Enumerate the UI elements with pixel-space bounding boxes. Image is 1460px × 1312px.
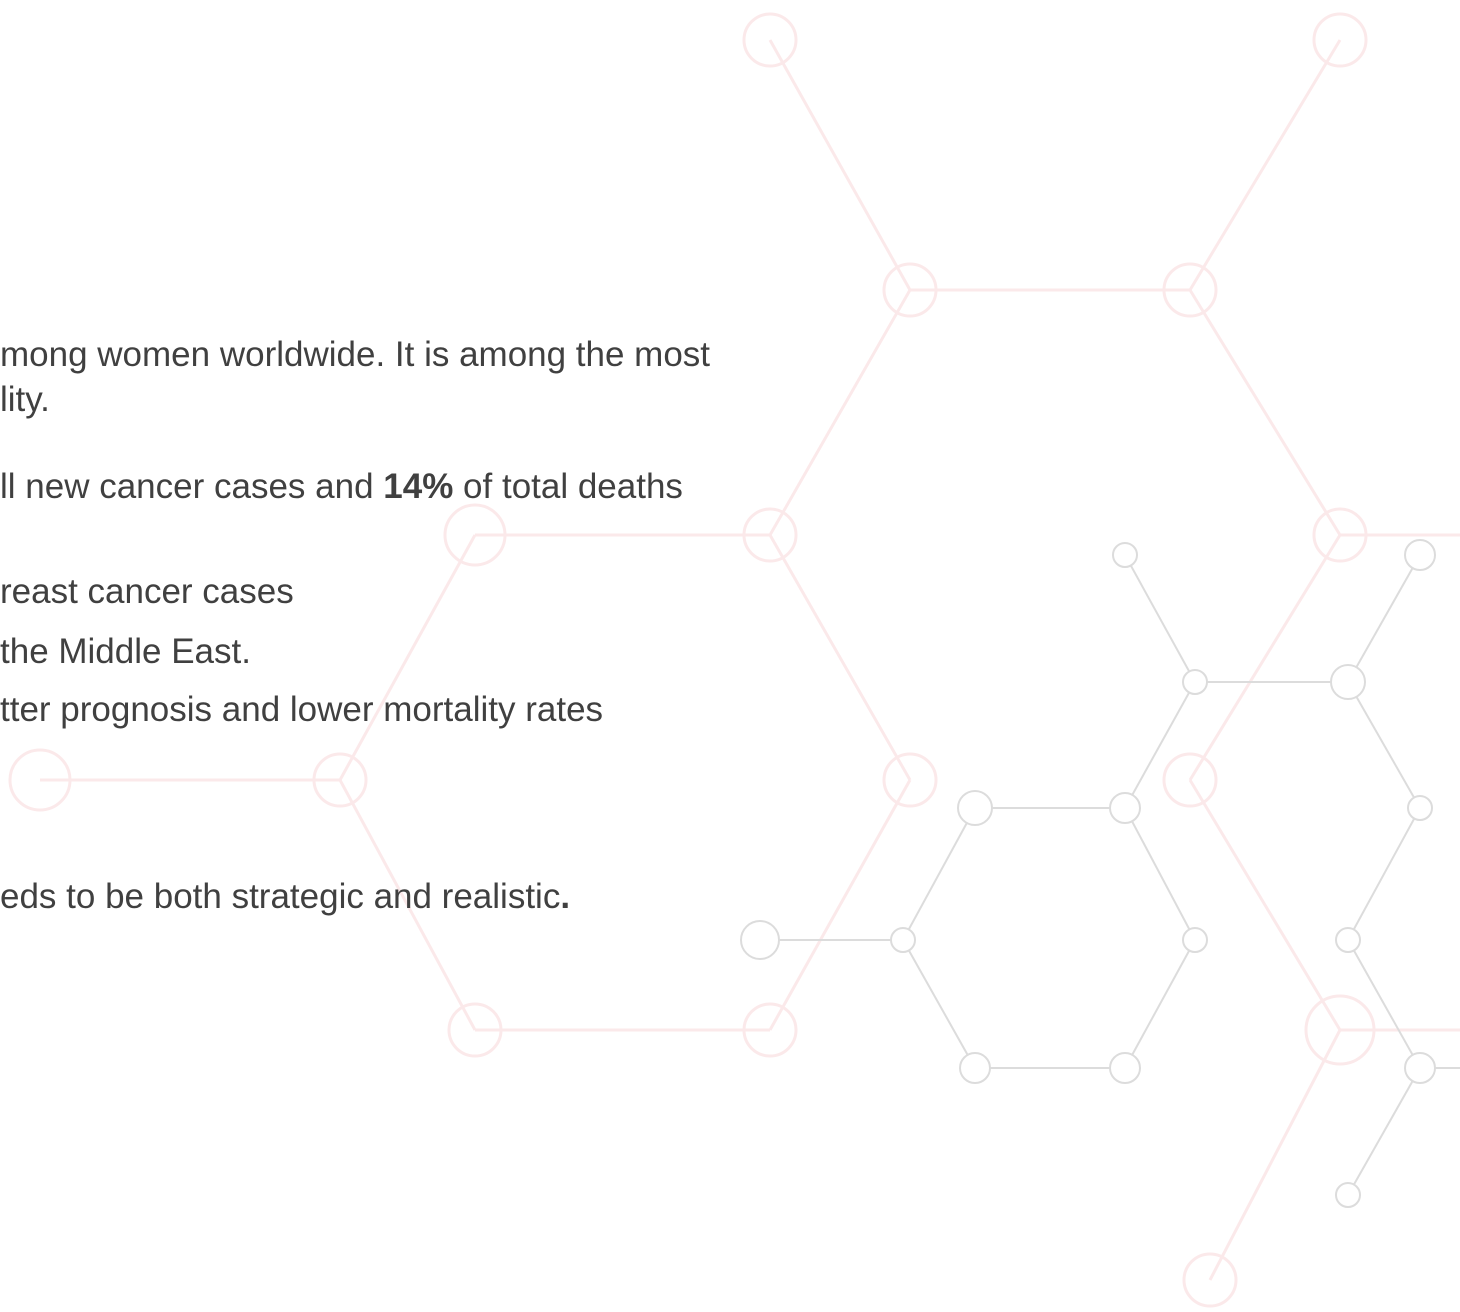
text-line: ll new cancer cases and 14% of total dea…	[0, 467, 683, 507]
bold-text: 14%	[383, 467, 454, 506]
text-line: the Middle East.	[0, 632, 251, 672]
text-line: reast cancer cases	[0, 572, 294, 612]
text: eds to be both strategic and realistic	[0, 877, 561, 916]
text: ll new cancer cases and	[0, 467, 384, 506]
bold-text: .	[560, 877, 571, 916]
text-line: eds to be both strategic and realistic.	[0, 877, 570, 917]
text: mong women worldwide. It is among the mo…	[0, 335, 711, 374]
text-line: lity.	[0, 380, 50, 420]
text: reast cancer cases	[0, 572, 294, 611]
text-line: tter prognosis and lower mortality rates	[0, 690, 603, 730]
text-line: mong women worldwide. It is among the mo…	[0, 335, 710, 375]
text: lity.	[0, 380, 50, 419]
text: of total deaths	[453, 467, 683, 506]
text: the Middle East.	[0, 632, 251, 671]
text: tter prognosis and lower mortality rates	[0, 690, 604, 729]
